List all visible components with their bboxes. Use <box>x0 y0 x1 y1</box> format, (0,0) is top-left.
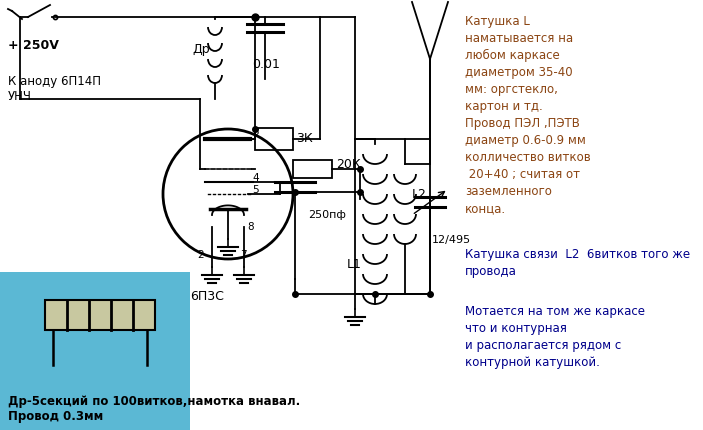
Text: 2: 2 <box>197 249 204 259</box>
Text: Др: Др <box>192 43 209 56</box>
Bar <box>255 129 293 150</box>
Text: L2: L2 <box>412 188 427 201</box>
Text: 5: 5 <box>252 184 259 194</box>
Text: L1: L1 <box>347 258 362 271</box>
Text: 3: 3 <box>252 127 259 137</box>
Text: 0.01: 0.01 <box>252 58 280 71</box>
Bar <box>293 161 332 178</box>
Text: Катушка L
наматывается на
любом каркасе
диаметром 35-40
мм: оргстекло,
картон и : Катушка L наматывается на любом каркасе … <box>465 15 591 215</box>
Bar <box>355 140 430 294</box>
Text: 20К: 20К <box>336 158 361 171</box>
Text: + 250V: + 250V <box>8 38 59 51</box>
Text: 12/495: 12/495 <box>432 234 471 244</box>
Bar <box>0 272 190 430</box>
Bar <box>45 300 155 330</box>
Text: Мотается на том же каркасе
что и контурная
и располагается рядом с
контурной кат: Мотается на том же каркасе что и контурн… <box>465 304 645 368</box>
Text: Катушка связи  L2  6витков того же
провода: Катушка связи L2 6витков того же провода <box>465 247 690 277</box>
Text: 4: 4 <box>252 172 259 183</box>
Text: Др-5секций по 100витков,намотка внавал.
Провод 0.3мм: Др-5секций по 100витков,намотка внавал. … <box>8 394 300 422</box>
Text: 8: 8 <box>247 221 254 231</box>
Text: 250пф: 250пф <box>308 209 346 219</box>
Text: 3К: 3К <box>296 131 313 144</box>
Text: К аноду 6П14П
УНЧ: К аноду 6П14П УНЧ <box>8 75 101 103</box>
Text: 6П3С: 6П3С <box>190 289 224 302</box>
Text: 7: 7 <box>240 249 247 259</box>
